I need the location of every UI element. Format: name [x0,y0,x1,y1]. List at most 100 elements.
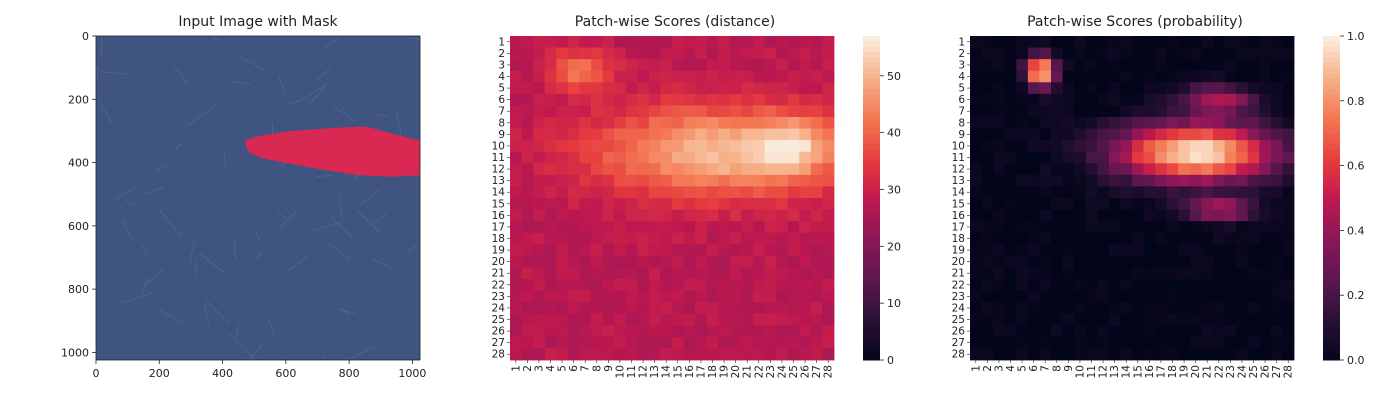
heatmap-cell [1178,313,1191,326]
heatmap-cell [1259,186,1272,199]
heatmap-cell [764,82,777,95]
heatmap-cell [567,244,580,257]
heatmap-cell [1178,348,1191,361]
heatmap-cell [1224,117,1237,129]
heatmap-cell [776,128,789,141]
heatmap-cell [741,232,754,245]
texture-line [286,355,290,361]
heatmap-cell [1143,47,1156,60]
heatmap-cell [672,117,684,129]
heatmap-cell [625,313,638,326]
colorbar-tick-label: 10 [887,297,901,310]
heatmap-cell [1224,255,1237,268]
heatmap-cell [718,221,731,234]
x-axis: 0 200 400 600 800 1000 [93,360,426,380]
colorbar-segment [1323,63,1340,69]
heatmap-cell [533,209,546,222]
heatmap-cell [1051,36,1063,48]
heatmap-cell [521,36,534,48]
texture-line [141,244,149,259]
heatmap-cell [1282,36,1295,48]
heatmap-cell [683,186,696,199]
texture-line [331,104,357,123]
heatmap-cell [1213,117,1225,129]
heatmap-cell [1027,186,1040,199]
heatmap-cell [1259,244,1272,257]
colorbar-segment [1323,268,1340,275]
heatmap-cell [822,151,835,164]
colorbar-segment [863,127,880,134]
row-tick-label: 12 [492,164,505,176]
heatmap-cell [660,313,673,326]
heatmap-cell [521,151,534,164]
heatmap-cell [729,105,742,118]
heatmap-cell [993,290,1006,303]
heatmap-cell [1120,302,1133,315]
heatmap-cell [1062,267,1075,280]
heatmap-cell [1213,163,1225,176]
heatmap-cell [981,279,994,291]
heatmap-cell [718,313,731,326]
heatmap-cell [1108,302,1121,315]
texture-line [250,343,263,361]
heatmap-cell [1016,140,1029,153]
heatmap-cell [1201,279,1214,291]
heatmap-cell [510,163,522,176]
col-tick-label: 1 [970,365,982,372]
heatmap-cell [521,209,534,222]
heatmap-cell [683,336,696,349]
colorbar-segment [1323,84,1340,91]
heatmap-cell [1085,59,1098,72]
heatmap-cell [1224,267,1237,280]
heatmap-cell [1074,302,1087,315]
colorbar-segment [863,225,880,231]
texture-line [210,35,219,41]
heatmap-cell [567,105,580,118]
heatmap-cell [1189,209,1202,222]
heatmap-cell [822,163,835,176]
texture-line [158,309,186,325]
heatmap-cell [533,47,546,60]
heatmap-cell [1085,163,1098,176]
heatmap-cell [1039,336,1052,349]
heatmap-cell [1074,93,1087,106]
heatmap-cell [1097,47,1110,60]
heatmap-cell [556,267,569,280]
heatmap-cell [1120,209,1133,222]
col-tick-label: 4 [545,365,557,372]
heatmap-cell [579,198,592,210]
heatmap-cell [1236,267,1249,280]
heatmap-cell [695,244,708,257]
heatmap-cell [1016,70,1029,83]
heatmap-cell [1027,302,1040,315]
heatmap-cell [1004,232,1017,245]
heatmap-cell [729,70,742,83]
heatmap-cell [1004,186,1017,199]
heatmap-cell [981,221,994,234]
heatmap-cell [602,325,615,338]
heatmap-cell [741,255,754,268]
row-tick-label: 20 [952,256,965,268]
heatmap-cell [706,105,719,118]
heatmap-cell [1062,290,1075,303]
heatmap-cell [718,209,731,222]
heatmap-cell [1201,348,1214,361]
heatmap-cell [729,163,742,176]
heatmap-cell [776,244,789,257]
row-tick-label: 13 [952,175,965,187]
heatmap-cell [1016,82,1029,95]
texture-line [99,101,112,124]
heatmap-cell [544,47,557,60]
heatmap-cell [1178,174,1191,187]
heatmap-cell [521,128,534,141]
col-tick-label: 18 [1167,365,1179,378]
row-tick-label: 26 [492,326,506,338]
heatmap-cell [718,336,731,349]
heatmap-cell [1097,302,1110,315]
heatmap-cell [1282,47,1295,60]
heatmap-cell [683,36,696,48]
heatmap-cell [1039,290,1052,303]
heatmap-cell [533,140,546,153]
heatmap-cell [970,163,982,176]
